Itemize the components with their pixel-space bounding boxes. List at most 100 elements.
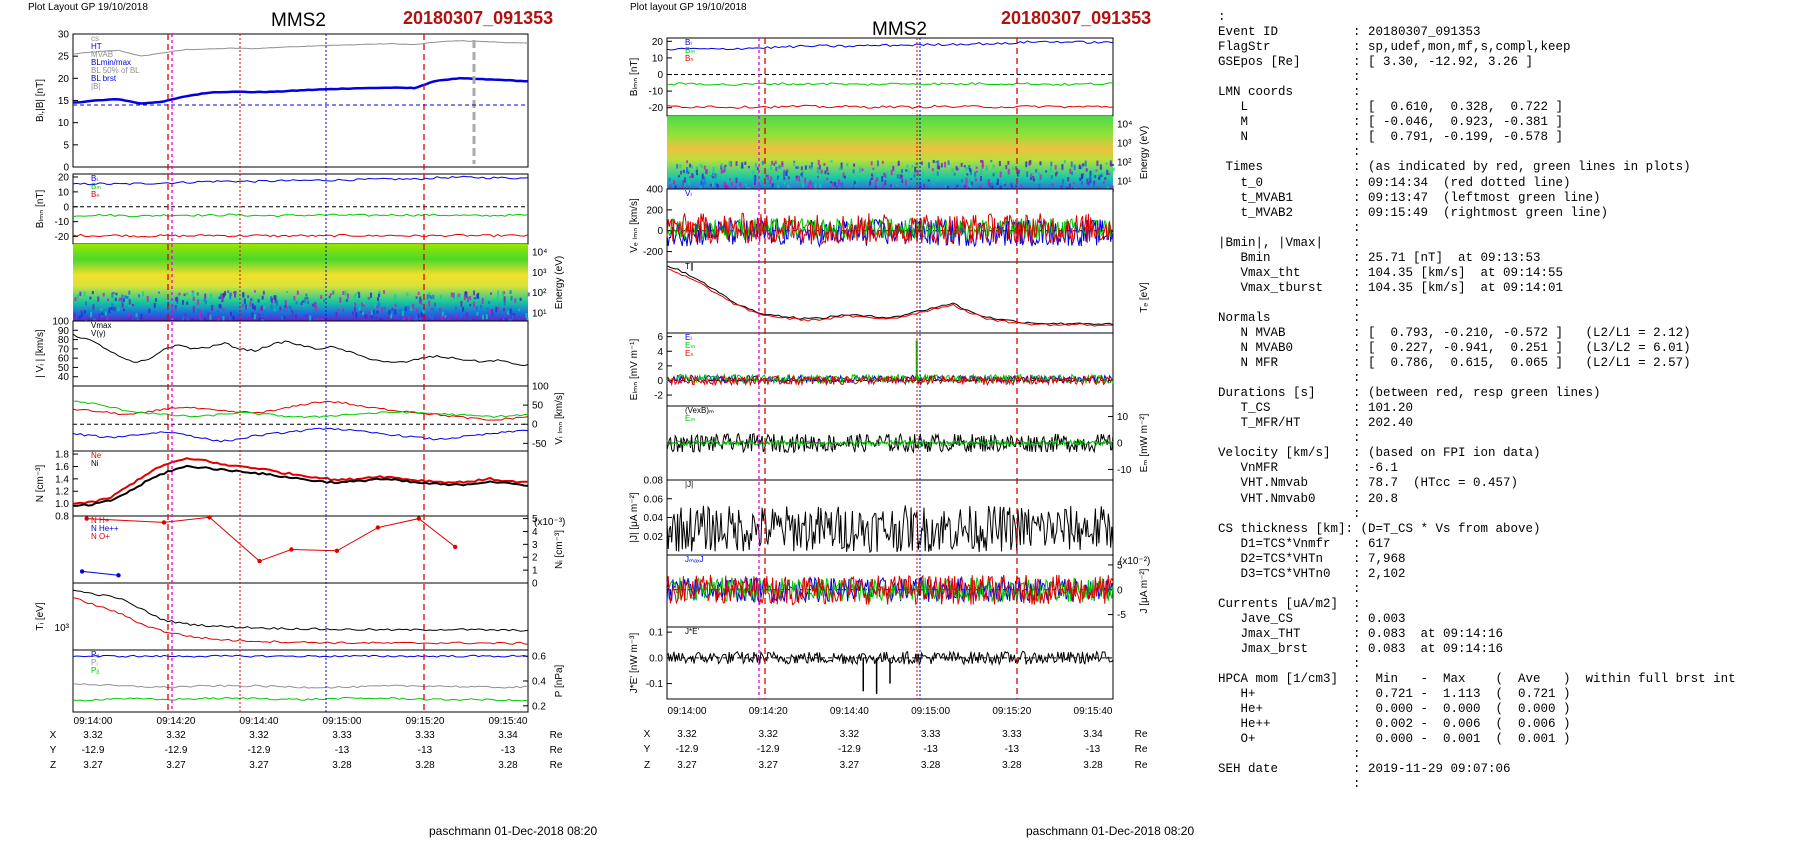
spectrogram-cell [773,162,776,166]
spectrogram-cell [936,177,939,182]
spectrogram-cell [720,163,723,168]
y-tick-label: 0 [63,163,69,174]
spectrogram-cell [314,301,317,305]
info-line: t_MVAB2 : 09:15:49 (rightmost green line… [1218,205,1609,220]
spectrogram-cell [415,296,418,299]
spectrogram-cell [1096,160,1099,167]
spectrogram-cell [683,181,686,187]
ephemeris-value: 3.27 [758,760,778,771]
spectrogram-cell [204,300,207,305]
spectrogram-cell [1071,171,1074,176]
spectrogram-cell [452,292,455,299]
y-tick-label: -0.1 [646,679,664,690]
ephemeris-value: 3.32 [840,729,860,740]
spectrogram-cell [691,173,694,178]
spectrogram-cell [177,293,180,297]
ephemeris-unit: Re [1135,760,1148,771]
spectrogram-cell [213,312,216,317]
spectrogram-cell [668,177,671,182]
spectrogram-cell [1086,178,1089,184]
spectrogram-cell [747,165,750,169]
spectrogram-cell [512,317,515,321]
spectrogram-cell [503,291,506,295]
spectrogram-cell [439,309,442,313]
spectrogram-cell [960,162,963,167]
spectrogram-cell [337,308,340,312]
spectrogram-cell [366,310,369,315]
spectrogram-cell [714,173,717,179]
y-tick-label: 0 [63,202,69,213]
legend-entry: cs [91,34,99,43]
spectrogram-cell [514,298,517,303]
spectrogram-cell [84,301,87,306]
y-tick-label: 0.02 [644,532,664,543]
spectrogram-cell [1029,159,1032,165]
series-Vₘ [72,400,529,419]
spectrogram-cell [121,294,124,299]
data-point [289,547,294,552]
info-line: T_MFR/HT : 202.40 [1218,416,1414,431]
spectrogram-cell [114,297,117,302]
spectrogram-cell [725,184,728,190]
spectrogram-cell [965,184,968,188]
spectrogram-cell [76,294,79,300]
spectrogram-cell [677,175,680,178]
spectrogram-cell [1082,163,1085,167]
legend-entry: BL 50% of BL [91,66,140,75]
spectrogram-cell [993,171,996,176]
spectrogram-cell [752,170,755,176]
ephemeris-unit: Re [1135,729,1148,740]
spectrogram-cell [869,182,872,186]
spectrogram-cell [814,183,817,189]
panel-right-em [666,405,1114,481]
y-tick-label: 25 [58,52,70,63]
spectrogram-cell [404,306,407,312]
ephemeris-value: -12.9 [165,745,188,756]
spectrogram-cell [525,312,528,318]
spectrogram-cell [362,311,365,315]
spectrogram-cell [932,172,935,176]
spectrogram-cell [1039,161,1042,166]
spectrogram-cell [111,292,114,298]
spectrogram-cell [346,293,349,299]
spectrogram-cell [783,181,786,185]
spectrogram-cell [761,160,764,165]
spectrogram-cell [186,292,189,296]
spectrogram-cell [827,172,830,175]
series-Bₗ [72,76,528,105]
spectrogram-cell [915,163,918,166]
spectrogram-cell [132,304,135,307]
spectrogram-cell [711,181,714,188]
spectrogram-cell [201,299,204,303]
spectrogram-cell [1007,160,1010,165]
spectrogram-cell [1061,164,1064,170]
ephemeris-unit: Re [1135,744,1148,755]
spectrogram-cell [358,306,361,311]
spectrogram-cell [1029,176,1032,181]
y-tick-label: 90 [58,326,70,337]
spectrogram-cell [218,304,221,308]
spectrogram-cell [450,292,453,298]
spectrogram-cell [412,303,415,310]
spectrogram-cell [1105,162,1108,165]
spectrogram-cell [488,300,491,304]
legend-entry: N He++ [91,524,119,533]
spectrogram-cell [1045,170,1048,173]
spectrogram-cell [428,300,431,307]
spectrogram-cell [873,172,876,178]
spectrogram-cell [793,160,796,163]
spectrogram-cell [289,306,292,312]
spectrogram-cell [920,161,923,165]
spectrogram-cell [279,306,282,311]
y-tick-label: 70 [58,344,70,355]
legend-entry: Eₙ [685,349,694,358]
y-tick-label: 5 [63,140,69,151]
ephemeris-value: 3.34 [498,730,518,741]
legend-entry: Bₗ [685,38,692,47]
spectrogram-cell [708,175,711,178]
info-line: GSEpos [Re] : [ 3.30, -12.92, 3.26 ] [1218,55,1534,70]
spectrogram-cell [980,169,983,176]
legend-entry: HT [91,42,102,51]
spectrogram-cell [526,317,529,321]
spectrogram-cell [669,184,672,188]
